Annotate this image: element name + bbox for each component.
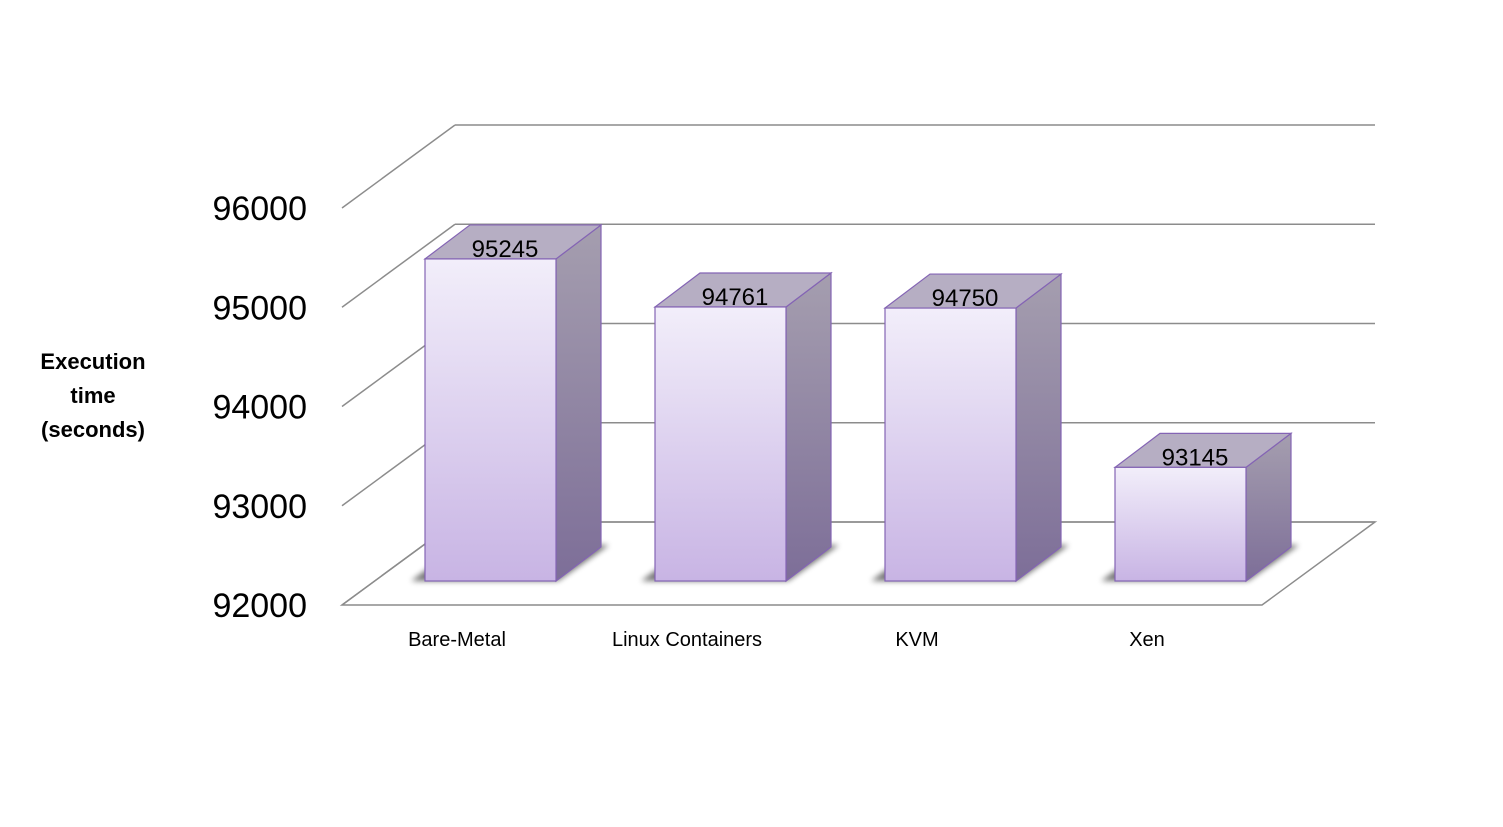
bar-side-face [1015, 272, 1062, 583]
y-axis-title: Execution time (seconds) [18, 345, 168, 447]
x-category-label: Xen [1129, 629, 1165, 651]
bar [1114, 466, 1247, 582]
y-axis-title-line-2: time [70, 383, 116, 408]
data-label: 94750 [932, 285, 999, 312]
y-tick-label: 95000 [212, 289, 307, 327]
y-tick-label: 93000 [212, 488, 307, 526]
x-category-label: Bare-Metal [408, 629, 506, 651]
x-category-label: KVM [895, 629, 938, 651]
data-label: 94761 [702, 284, 769, 311]
gridline-side [341, 223, 456, 308]
bar [424, 258, 557, 582]
data-label: 93145 [1162, 444, 1229, 471]
bar-side-face [785, 271, 832, 583]
y-tick-label: 94000 [212, 389, 307, 427]
gridline-side [341, 124, 456, 209]
y-axis-title-line-1: Execution [40, 349, 146, 374]
bars-layer [411, 223, 1299, 583]
y-tick-label: 92000 [212, 587, 307, 625]
bar [654, 306, 787, 582]
x-category-label: Linux Containers [612, 629, 762, 651]
bar [884, 307, 1017, 582]
y-tick-label: 96000 [212, 190, 307, 228]
y-axis-title-line-3: (seconds) [41, 417, 145, 442]
data-label: 95245 [472, 236, 539, 263]
labels-layer: 92000 93000 94000 95000 96000 95245 Bare-Metal… [212, 190, 1228, 651]
bar-side-face [555, 223, 602, 583]
